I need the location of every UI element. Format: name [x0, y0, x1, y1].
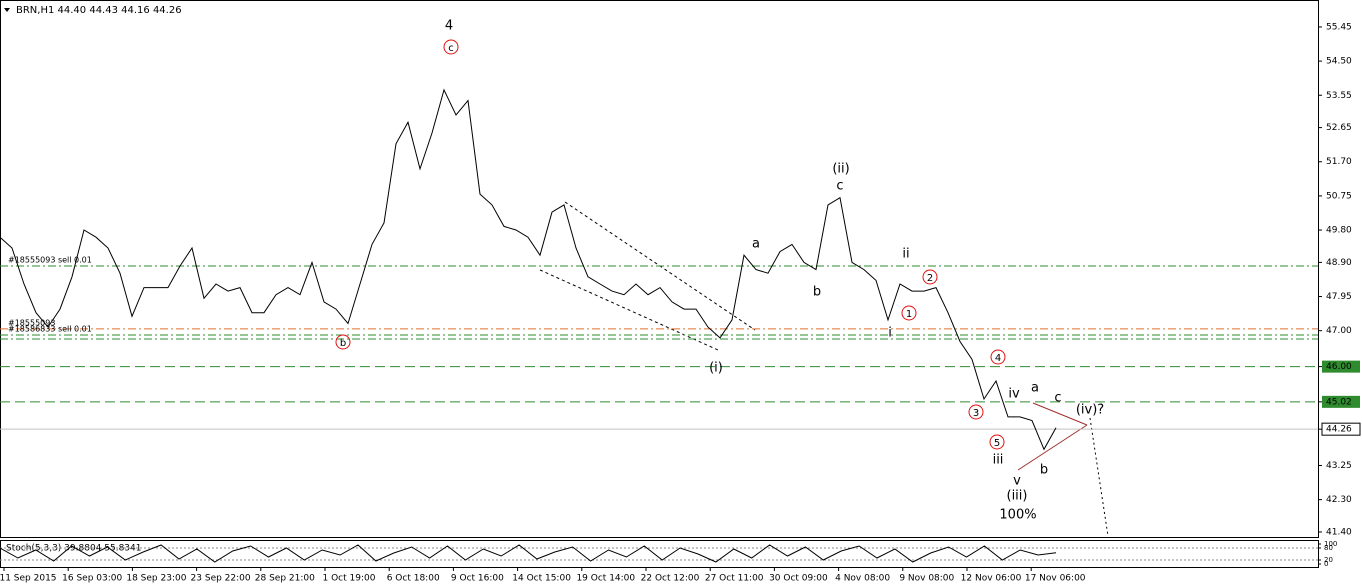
wave-label: (i) — [709, 361, 723, 376]
x-tick-label: 12 Nov 06:00 — [961, 574, 1022, 584]
x-tick-label: 30 Oct 09:00 — [769, 574, 828, 584]
triangle-line — [1017, 424, 1088, 471]
y-tick-label: 54.50 — [1326, 57, 1352, 67]
y-tick-label: 100 — [1324, 540, 1337, 548]
wave-circle — [990, 349, 1006, 365]
order-label: #18555093 — [8, 318, 55, 327]
x-tick-label: 6 Oct 18:00 — [387, 574, 440, 584]
price-line — [0, 544, 1057, 563]
x-tick-label: 9 Nov 08:00 — [899, 574, 954, 584]
wave-label: iv — [1008, 387, 1020, 402]
x-tick-label: 4 Nov 08:00 — [835, 574, 890, 584]
wave-label: b — [813, 285, 821, 300]
y-tick-label: 55.45 — [1326, 22, 1352, 32]
wave-label: (ii) — [832, 162, 849, 177]
y-tick-label: 20 — [1324, 556, 1333, 564]
y-tick-label: 45.02 — [1326, 397, 1352, 407]
x-tick-label: 22 Oct 12:00 — [641, 574, 700, 584]
y-tick-label: 53.55 — [1326, 91, 1352, 101]
wave-circle — [443, 39, 459, 55]
wave-label: 5 — [994, 438, 1000, 449]
y-tick-label: 49.80 — [1326, 226, 1352, 236]
wave-label: c — [448, 43, 454, 54]
wave-label: (iv)? — [1076, 403, 1104, 418]
y-tick-label: 47.95 — [1326, 292, 1352, 302]
stoch-panel — [0, 540, 1319, 568]
x-tick-label: 27 Oct 11:00 — [705, 574, 764, 584]
price-box — [1321, 422, 1361, 436]
wave-label: c — [1054, 391, 1061, 406]
x-tick-label: 14 Oct 15:00 — [512, 574, 571, 584]
wave-label: iii — [993, 453, 1004, 468]
y-tick-label: 50.75 — [1326, 191, 1352, 201]
y-tick-label: 42.30 — [1326, 495, 1352, 505]
x-tick-label: 19 Oct 14:00 — [576, 574, 635, 584]
x-tick-label: 28 Sep 21:00 — [255, 574, 315, 584]
triangle-line — [1032, 402, 1088, 426]
wave-label: (iii) — [1007, 489, 1028, 504]
wave-label: ii — [902, 247, 909, 262]
x-tick-label: 17 Nov 06:00 — [1025, 574, 1086, 584]
y-tick-label: 47.00 — [1326, 326, 1352, 336]
price-box — [1322, 395, 1360, 408]
title-arrow — [4, 8, 10, 12]
y-tick-label: 80 — [1324, 544, 1333, 552]
chart-title: BRN,H1 44.40 44.43 44.16 44.26 — [16, 5, 182, 16]
wave-circle — [989, 434, 1005, 450]
wave-label: v — [1013, 474, 1021, 489]
x-tick-label: 1 Oct 19:00 — [323, 574, 376, 584]
x-tick-label: 16 Sep 03:00 — [62, 574, 122, 584]
y-tick-label: 44.26 — [1326, 425, 1352, 435]
wave-label: b — [1040, 463, 1048, 478]
x-tick-label: 11 Sep 2015 — [0, 574, 57, 584]
x-tick-label: 23 Sep 22:00 — [191, 574, 251, 584]
x-tick-label: 9 Oct 16:00 — [451, 574, 504, 584]
y-tick-label: 52.65 — [1326, 123, 1352, 133]
wave-label: a — [1031, 381, 1039, 396]
y-tick-label: 0 — [1324, 560, 1328, 568]
wave-label: a — [752, 237, 760, 252]
price-box — [1322, 360, 1360, 373]
wave-label: 3 — [973, 408, 979, 419]
wave-circle — [901, 305, 917, 321]
y-tick-label: 51.70 — [1326, 157, 1352, 167]
wave-circle — [335, 334, 351, 350]
channel-line — [539, 269, 719, 351]
wave-label: 100% — [999, 508, 1036, 523]
price-line — [0, 88, 1057, 451]
wave-label: 4 — [995, 353, 1001, 364]
wave-label: 1 — [906, 309, 912, 320]
wave-label: i — [888, 326, 892, 341]
x-tick-label: 18 Sep 23:00 — [126, 574, 186, 584]
order-label: #18555093 sell 0.01 — [8, 255, 92, 264]
wave-label: c — [836, 179, 843, 194]
order-label: #18586833 sell 0.01 — [8, 324, 92, 333]
y-tick-label: 46.00 — [1326, 362, 1352, 372]
wave-circle — [922, 269, 938, 285]
wave-label: 4 — [445, 19, 453, 34]
y-tick-label: 41.40 — [1326, 527, 1352, 537]
y-tick-label: 43.25 — [1326, 461, 1352, 471]
price-panel — [0, 0, 1319, 538]
y-tick-label: 48.90 — [1326, 258, 1352, 268]
wave-label: b — [340, 338, 346, 349]
wave-label: 2 — [927, 273, 933, 284]
wave-circle — [968, 404, 984, 420]
